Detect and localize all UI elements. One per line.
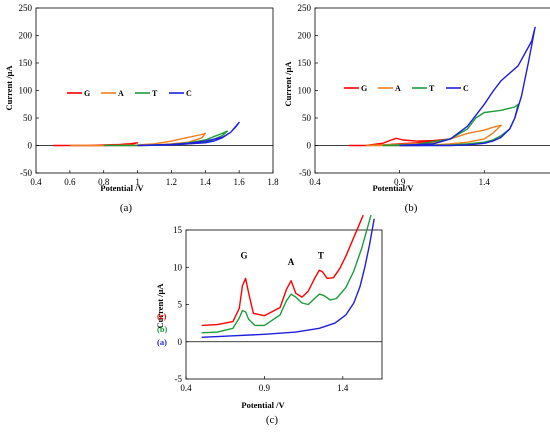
x-axis-label: Potential /V (241, 400, 285, 410)
series-label: (a) (157, 337, 167, 347)
series-label: (c) (157, 311, 167, 321)
x-tick-label: 1 (135, 177, 140, 187)
y-tick-label: 0 (28, 141, 33, 151)
y-axis-label: Current /μA (4, 65, 14, 111)
chart-panel-b: -50 0 50 100 150 200 250 0.4 0.9 1.4 Potential/V Cu… (283, 3, 550, 214)
x-tick-label: 1.8 (267, 177, 279, 187)
x-tick-label: 1.4 (479, 177, 491, 187)
peak-label: A (288, 257, 295, 267)
legend-label: G (361, 84, 367, 93)
x-tick-label: 0.4 (30, 177, 42, 187)
x-tick-label: 0.4 (309, 177, 321, 187)
x-tick-label: 1.2 (166, 177, 177, 187)
series-line-C (399, 26, 536, 147)
series-line-b (201, 214, 372, 334)
y-tick-label: 250 (298, 3, 312, 13)
panel-caption: (b) (405, 202, 418, 214)
x-tick-label: 1.6 (234, 177, 246, 187)
legend-label: A (395, 84, 401, 93)
series-line-C (137, 121, 240, 147)
legend-label: T (429, 84, 435, 93)
x-tick-label: 0.9 (259, 383, 271, 393)
panel-caption: (c) (266, 414, 279, 426)
x-tick-label: 0.6 (64, 177, 76, 187)
x-tick-label: 1.4 (337, 383, 349, 393)
series-line-a (201, 218, 375, 338)
y-tick-label: 5 (178, 300, 183, 310)
y-tick-label: 200 (19, 31, 33, 41)
panel-caption: (a) (120, 202, 133, 214)
legend-label: A (118, 89, 124, 98)
y-tick-label: 100 (298, 86, 312, 96)
x-axis-label: Potential /V (100, 183, 144, 193)
y-tick-label: 0 (178, 337, 183, 347)
x-tick-label: 0.9 (394, 177, 406, 187)
x-tick-label: 1.4 (200, 177, 212, 187)
peak-label: T (318, 250, 324, 260)
series-line-c (201, 214, 364, 327)
y-tick-label: 150 (19, 58, 33, 68)
legend-label: T (152, 89, 158, 98)
y-tick-label: 250 (19, 3, 33, 13)
series-line-T (382, 103, 519, 147)
x-tick-label: 0.8 (98, 177, 110, 187)
chart-panel-a: -50 0 50 100 150 200 250 0.4 0.6 0.8 1 1.2 1.4 1.6 1.8… (4, 3, 279, 214)
y-tick-label: 100 (19, 86, 33, 96)
series-label: (b) (157, 324, 168, 334)
y-tick-label: -5 (175, 374, 183, 384)
x-tick-label: 0.4 (180, 383, 192, 393)
chart-panel-c: -5 0 5 10 15 0.4 0.9 1.4 Potential /V Current /μA… (155, 214, 383, 426)
legend-label: C (186, 89, 192, 98)
y-tick-label: 0 (307, 141, 312, 151)
y-tick-label: 150 (298, 58, 312, 68)
y-tick-label: 200 (298, 31, 312, 41)
y-tick-label: 50 (302, 113, 312, 123)
series-line-T (103, 130, 228, 147)
y-tick-label: -50 (20, 168, 32, 178)
y-tick-label: 50 (23, 113, 33, 123)
y-axis-label: Current /μA (283, 61, 293, 107)
legend-label: G (84, 89, 90, 98)
x-axis-label: Potential/V (372, 183, 414, 193)
y-tick-label: -50 (299, 168, 311, 178)
y-axis-label: Current /μA (155, 283, 165, 329)
y-tick-label: 10 (173, 262, 183, 272)
legend-label: C (463, 84, 469, 93)
y-tick-label: 15 (173, 225, 183, 235)
peak-label: G (241, 250, 248, 260)
